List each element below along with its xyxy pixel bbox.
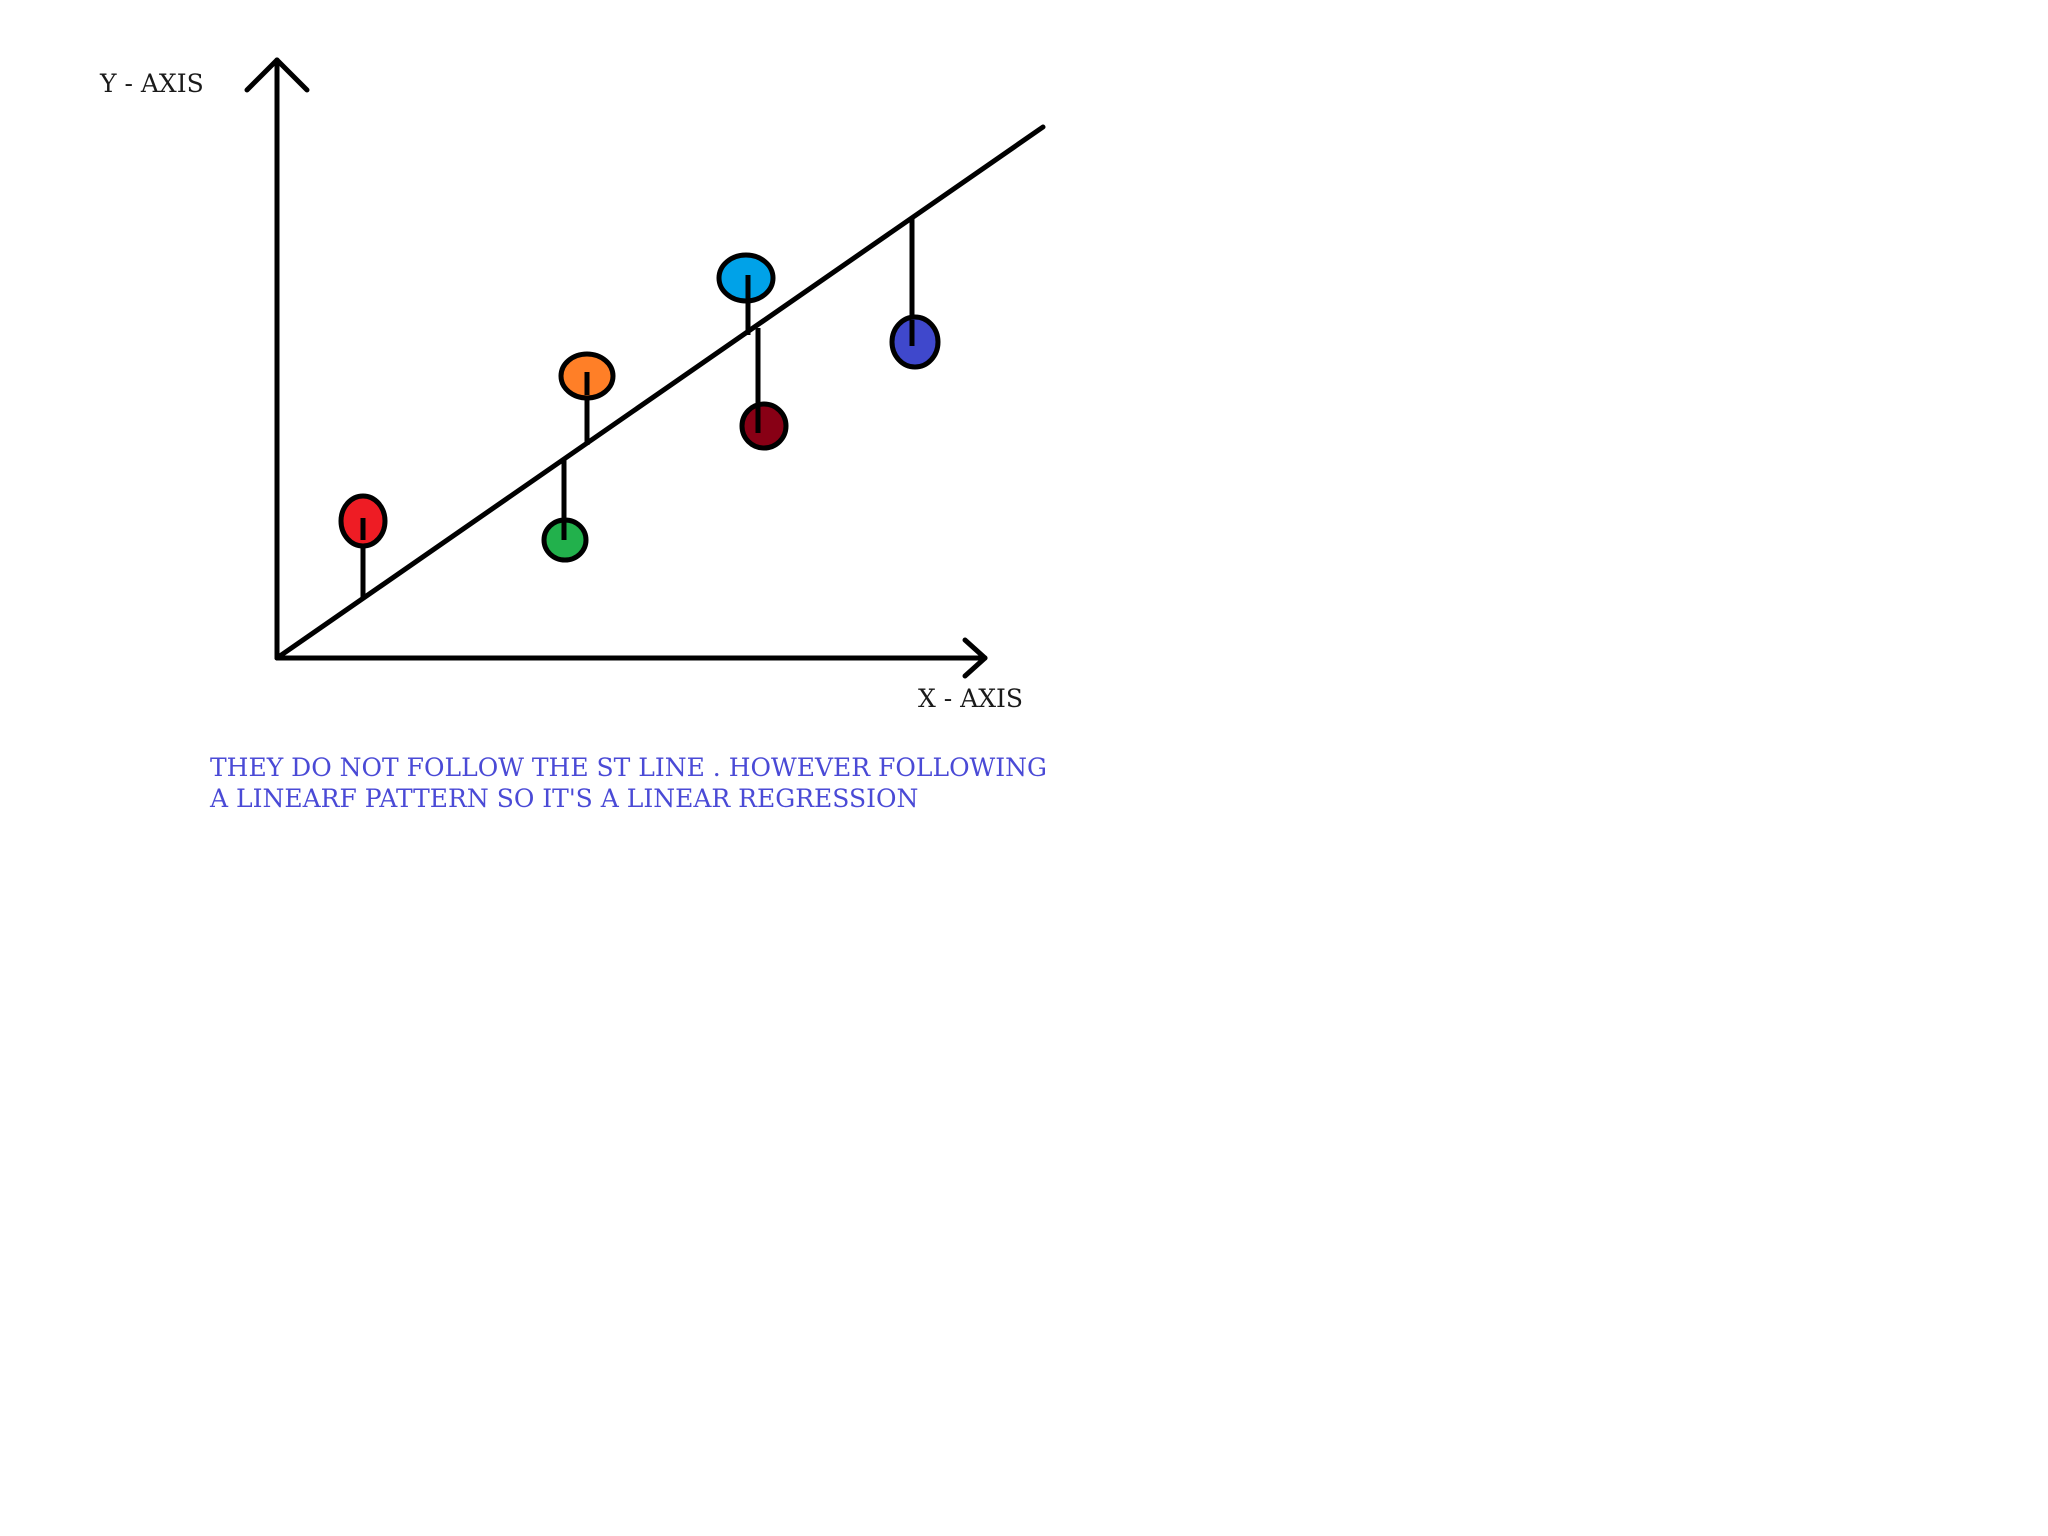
- x-axis: [274, 637, 988, 679]
- x-axis-label: X - AXIS: [918, 684, 1023, 713]
- y-axis-arrowhead: [244, 57, 310, 93]
- x-axis-arrowhead: [962, 637, 988, 679]
- regression-line: [274, 124, 1046, 661]
- caption-line-1: THEY DO NOT FOLLOW THE ST LINE . HOWEVER…: [210, 753, 1047, 782]
- y-axis-label: Y - AXIS: [99, 69, 204, 98]
- data-point-blue: [889, 314, 941, 370]
- caption-line-2: A LINEARF PATTERN SO IT'S A LINEAR REGRE…: [209, 784, 918, 813]
- data-point-maroon: [739, 401, 789, 451]
- residual-overlays: [360, 275, 915, 540]
- y-axis: [244, 57, 310, 661]
